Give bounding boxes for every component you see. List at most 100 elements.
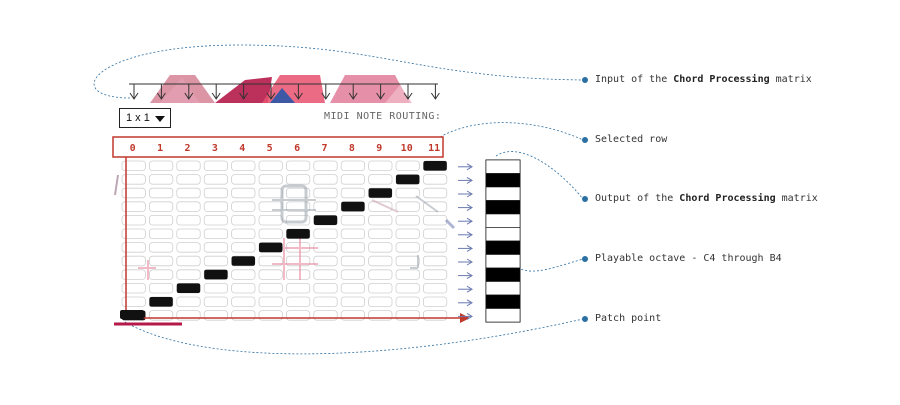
grid-cell[interactable] [121, 269, 146, 280]
grid-cell[interactable] [422, 296, 448, 308]
patch-cell[interactable] [396, 174, 420, 185]
grid-cell[interactable] [422, 187, 448, 199]
grid-cell[interactable] [368, 174, 393, 185]
grid-cell[interactable] [203, 160, 228, 172]
grid-cell[interactable] [395, 201, 420, 212]
grid-cell[interactable] [258, 187, 283, 199]
grid-cell[interactable] [313, 296, 338, 308]
grid-cell[interactable] [231, 242, 256, 253]
grid-cell[interactable] [285, 174, 311, 185]
white-key[interactable] [485, 159, 521, 174]
grid-cell[interactable] [121, 228, 146, 240]
grid-cell[interactable] [148, 255, 174, 267]
grid-cell[interactable] [176, 214, 201, 226]
grid-cell[interactable] [231, 214, 256, 226]
white-key[interactable] [485, 308, 521, 323]
grid-cell[interactable] [203, 214, 228, 226]
grid-cell[interactable] [368, 214, 393, 226]
grid-cell[interactable] [203, 255, 228, 267]
grid-cell[interactable] [258, 160, 283, 172]
grid-cell[interactable] [395, 187, 420, 199]
patch-cell[interactable] [313, 215, 338, 225]
grid-cell[interactable] [340, 255, 366, 267]
grid-cell[interactable] [285, 269, 311, 280]
grid-cell[interactable] [258, 296, 283, 308]
grid-cell[interactable] [121, 160, 146, 172]
grid-cell[interactable] [422, 255, 448, 267]
black-key[interactable] [485, 200, 521, 215]
grid-cell[interactable] [340, 242, 366, 253]
patch-point-marker[interactable] [120, 310, 144, 319]
grid-cell[interactable] [121, 174, 146, 185]
grid-cell[interactable] [231, 160, 256, 172]
grid-cell[interactable] [176, 242, 201, 253]
grid-cell[interactable] [258, 174, 283, 185]
grid-cell[interactable] [340, 269, 366, 280]
matrix-size-dropdown[interactable]: 1 x 1 [119, 108, 171, 128]
grid-cell[interactable] [176, 310, 201, 321]
grid-cell[interactable] [422, 269, 448, 280]
grid-cell[interactable] [340, 310, 366, 321]
grid-cell[interactable] [422, 228, 448, 240]
grid-cell[interactable] [258, 214, 283, 226]
black-key[interactable] [485, 240, 521, 255]
patch-cell[interactable] [368, 188, 392, 198]
grid-cell[interactable] [313, 187, 338, 199]
grid-cell[interactable] [422, 282, 448, 294]
grid-cell[interactable] [340, 228, 366, 240]
patch-cell[interactable] [259, 242, 283, 253]
white-key[interactable] [485, 213, 521, 228]
grid-cell[interactable] [148, 214, 174, 226]
patch-cell[interactable] [231, 256, 255, 266]
grid-cell[interactable] [285, 310, 311, 321]
white-key[interactable] [485, 254, 521, 269]
white-key[interactable] [485, 281, 521, 296]
grid-cell[interactable] [422, 242, 448, 253]
grid-cell[interactable] [340, 174, 366, 185]
grid-cell[interactable] [313, 160, 338, 172]
grid-cell[interactable] [285, 187, 311, 199]
grid-cell[interactable] [368, 201, 393, 212]
grid-cell[interactable] [395, 269, 420, 280]
grid-cell[interactable] [121, 255, 146, 267]
grid-cell[interactable] [368, 296, 393, 308]
grid-cell[interactable] [231, 228, 256, 240]
grid-cell[interactable] [231, 174, 256, 185]
grid-cell[interactable] [148, 310, 174, 321]
grid-cell[interactable] [285, 282, 311, 294]
grid-cell[interactable] [203, 187, 228, 199]
grid-cell[interactable] [203, 242, 228, 253]
grid-cell[interactable] [395, 255, 420, 267]
grid-cell[interactable] [368, 228, 393, 240]
grid-cell[interactable] [148, 174, 174, 185]
grid-cell[interactable] [340, 296, 366, 308]
grid-cell[interactable] [313, 255, 338, 267]
grid-cell[interactable] [121, 296, 146, 308]
white-key[interactable] [485, 227, 521, 242]
grid-cell[interactable] [313, 174, 338, 185]
grid-cell[interactable] [422, 310, 448, 321]
grid-cell[interactable] [313, 310, 338, 321]
grid-cell[interactable] [203, 228, 228, 240]
grid-cell[interactable] [285, 296, 311, 308]
grid-cell[interactable] [121, 201, 146, 212]
grid-cell[interactable] [368, 269, 393, 280]
grid-cell[interactable] [121, 214, 146, 226]
grid-cell[interactable] [176, 174, 201, 185]
white-key[interactable] [485, 186, 521, 201]
grid-cell[interactable] [231, 187, 256, 199]
grid-cell[interactable] [121, 242, 146, 253]
grid-cell[interactable] [176, 255, 201, 267]
grid-cell[interactable] [121, 282, 146, 294]
grid-cell[interactable] [368, 255, 393, 267]
grid-cell[interactable] [258, 228, 283, 240]
grid-cell[interactable] [176, 201, 201, 212]
black-key[interactable] [485, 294, 521, 309]
patch-cell[interactable] [286, 229, 310, 239]
patch-cell[interactable] [176, 283, 201, 293]
grid-cell[interactable] [231, 269, 256, 280]
grid-cell[interactable] [203, 174, 228, 185]
grid-cell[interactable] [258, 310, 283, 321]
grid-cell[interactable] [148, 160, 174, 172]
grid-cell[interactable] [231, 296, 256, 308]
